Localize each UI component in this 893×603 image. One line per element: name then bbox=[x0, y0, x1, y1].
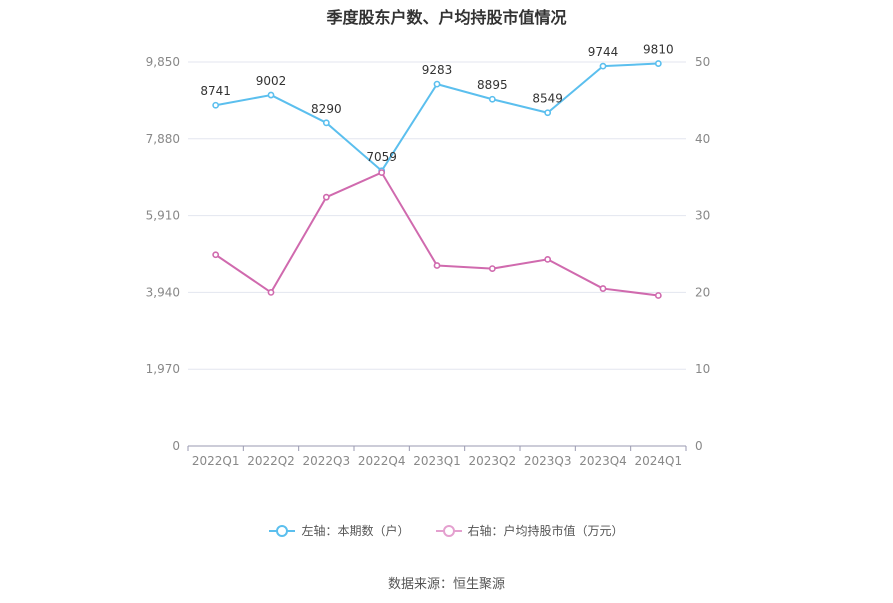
data-label: 7059 bbox=[366, 150, 397, 164]
legend-label-avg-value: 右轴：户均持股市值（万元） bbox=[467, 524, 624, 538]
left-axis-tick-label: 1,970 bbox=[146, 362, 180, 376]
legend-item-households[interactable]: 左轴：本期数（户） bbox=[269, 522, 410, 539]
x-axis-tick-label: 2022Q4 bbox=[358, 454, 406, 468]
x-axis-tick-label: 2022Q1 bbox=[192, 454, 240, 468]
legend-marker-avg-value bbox=[435, 524, 462, 538]
series-2-point bbox=[488, 265, 496, 272]
series-1-point bbox=[544, 109, 552, 117]
right-axis-tick-label: 20 bbox=[695, 285, 710, 299]
series-2-point bbox=[544, 255, 552, 263]
series-1-point bbox=[267, 91, 275, 99]
series-1-point bbox=[433, 80, 441, 88]
left-axis-tick-label: 7,880 bbox=[146, 132, 180, 146]
x-axis-tick-label: 2022Q3 bbox=[303, 454, 351, 468]
series-1-point bbox=[599, 62, 607, 70]
series-2-point bbox=[322, 193, 330, 201]
series-1-point bbox=[212, 101, 220, 109]
left-axis-tick-label: 5,910 bbox=[146, 209, 180, 223]
x-axis-tick-label: 2023Q1 bbox=[413, 454, 461, 468]
series-1-point bbox=[488, 95, 496, 103]
series-2-point bbox=[654, 292, 662, 299]
series-line-2 bbox=[215, 171, 659, 297]
series-2-point bbox=[433, 262, 441, 269]
right-axis-tick-label: 10 bbox=[695, 362, 710, 376]
series-2-point bbox=[378, 169, 386, 176]
legend: 左轴：本期数（户） 右轴：户均持股市值（万元） bbox=[0, 522, 893, 539]
data-label: 8549 bbox=[532, 92, 563, 106]
data-label: 9002 bbox=[256, 74, 287, 88]
series-2-point bbox=[599, 285, 607, 292]
right-axis-tick-label: 0 bbox=[695, 439, 703, 453]
right-axis-tick-label: 40 bbox=[695, 132, 710, 146]
legend-marker-households bbox=[269, 524, 296, 538]
x-axis-tick-label: 2023Q3 bbox=[524, 454, 572, 468]
data-label: 9744 bbox=[588, 45, 619, 59]
chart-title: 季度股东户数、户均持股市值情况 bbox=[326, 8, 567, 27]
right-axis-tick-label: 50 bbox=[695, 55, 710, 69]
x-axis-tick-label: 2022Q2 bbox=[247, 454, 295, 468]
legend-item-avg-value[interactable]: 右轴：户均持股市值（万元） bbox=[435, 522, 624, 539]
data-label: 8741 bbox=[200, 84, 231, 98]
left-axis-tick-label: 9,850 bbox=[146, 55, 180, 69]
left-axis-tick-label: 3,940 bbox=[146, 285, 180, 299]
series-2-point bbox=[212, 251, 220, 259]
data-label: 9283 bbox=[422, 63, 453, 77]
data-source: 数据来源：恒生聚源 bbox=[387, 577, 505, 592]
series-1-point bbox=[654, 60, 662, 67]
legend-label-households: 左轴：本期数（户） bbox=[301, 524, 410, 538]
data-label: 8290 bbox=[311, 102, 342, 116]
x-axis-tick-label: 2024Q1 bbox=[635, 454, 683, 468]
x-axis-tick-label: 2023Q4 bbox=[579, 454, 627, 468]
left-axis-tick-label: 0 bbox=[172, 439, 180, 453]
series-1-point bbox=[322, 119, 330, 127]
data-label: 9810 bbox=[643, 43, 674, 57]
data-label: 8895 bbox=[477, 78, 508, 92]
series-2-point bbox=[267, 288, 275, 296]
x-axis-tick-label: 2023Q2 bbox=[469, 454, 517, 468]
right-axis-tick-label: 30 bbox=[695, 209, 710, 223]
